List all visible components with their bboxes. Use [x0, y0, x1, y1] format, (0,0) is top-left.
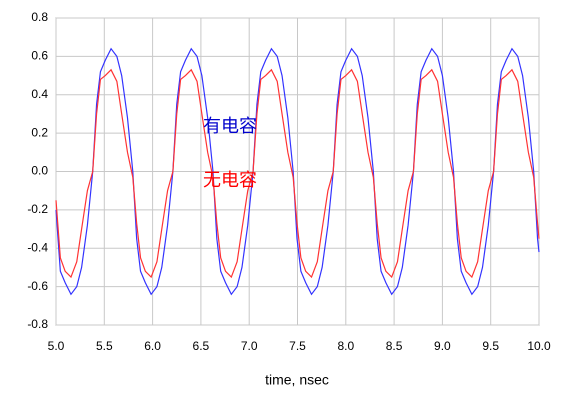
- x-tick-label: 8.5: [386, 339, 403, 353]
- y-tick-label: 0.2: [31, 125, 48, 139]
- annotation: 有电容: [203, 116, 257, 137]
- series-line: [55, 68, 540, 279]
- x-tick-label: 5.5: [96, 339, 113, 353]
- y-tick-label: -0.4: [27, 240, 48, 254]
- x-tick-label: 7.0: [241, 339, 258, 353]
- x-tick-label: 9.5: [482, 339, 499, 353]
- y-tick-label: -0.8: [27, 317, 48, 331]
- x-tick-label: 10.0: [527, 339, 551, 353]
- annotation: 无电容: [203, 170, 257, 191]
- x-tick-label: 6.5: [193, 339, 210, 353]
- series-line: [55, 47, 540, 296]
- y-tick-label: 0.4: [31, 87, 48, 101]
- x-tick-label: 9.0: [434, 339, 451, 353]
- y-tick-label: 0.6: [31, 49, 48, 63]
- y-tick-label: -0.2: [27, 202, 48, 216]
- y-tick-label: 0.8: [31, 10, 48, 24]
- x-tick-label: 5.0: [48, 339, 65, 353]
- x-tick-label: 8.0: [337, 339, 354, 353]
- y-tick-label: 0.0: [31, 164, 48, 178]
- x-tick-label: 6.0: [144, 339, 161, 353]
- x-axis-title: time, nsec: [265, 372, 329, 388]
- x-tick-label: 7.5: [289, 339, 306, 353]
- y-tick-label: -0.6: [27, 279, 48, 293]
